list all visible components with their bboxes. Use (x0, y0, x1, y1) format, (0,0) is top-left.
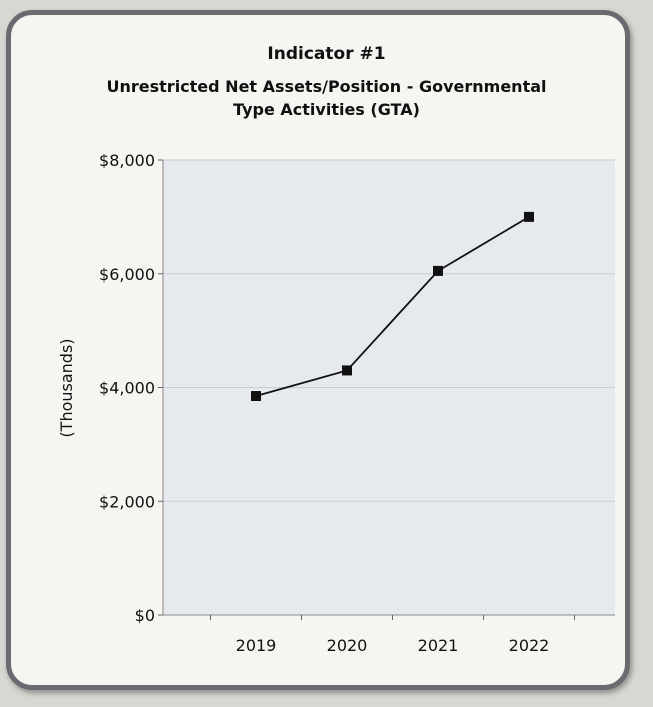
data-point-2020 (342, 365, 352, 376)
x-tick-label-2022: 2022 (509, 636, 550, 655)
y-tick-label: $6,000 (99, 265, 155, 284)
data-point-2021 (433, 265, 443, 276)
gridlines (163, 159, 615, 502)
y-axis-label: (Thousands) (57, 338, 76, 437)
data-point-2019 (251, 391, 261, 402)
data-point-2022 (524, 211, 534, 222)
y-tick-label: $0 (135, 606, 155, 625)
axes (158, 159, 615, 620)
series-line (255, 216, 530, 397)
chart-subtitle-line1: Unrestricted Net Assets/Position - Gover… (106, 77, 547, 96)
x-tick-labels: 2019 2020 2021 2022 (236, 636, 550, 655)
y-tick-label: $2,000 (99, 492, 155, 511)
chart-title: Indicator #1 (267, 44, 386, 64)
x-tick-label-2019: 2019 (236, 636, 277, 655)
series-group (251, 211, 534, 402)
x-tick-label-2020: 2020 (327, 636, 368, 655)
y-tick-labels: $0 $2,000 $4,000 $6,000 $8,000 (99, 151, 155, 625)
chart-subtitle-line2: Type Activities (GTA) (233, 100, 420, 119)
y-tick-label: $8,000 (99, 151, 155, 170)
x-tick-label-2021: 2021 (418, 636, 459, 655)
y-tick-label: $4,000 (99, 379, 155, 398)
